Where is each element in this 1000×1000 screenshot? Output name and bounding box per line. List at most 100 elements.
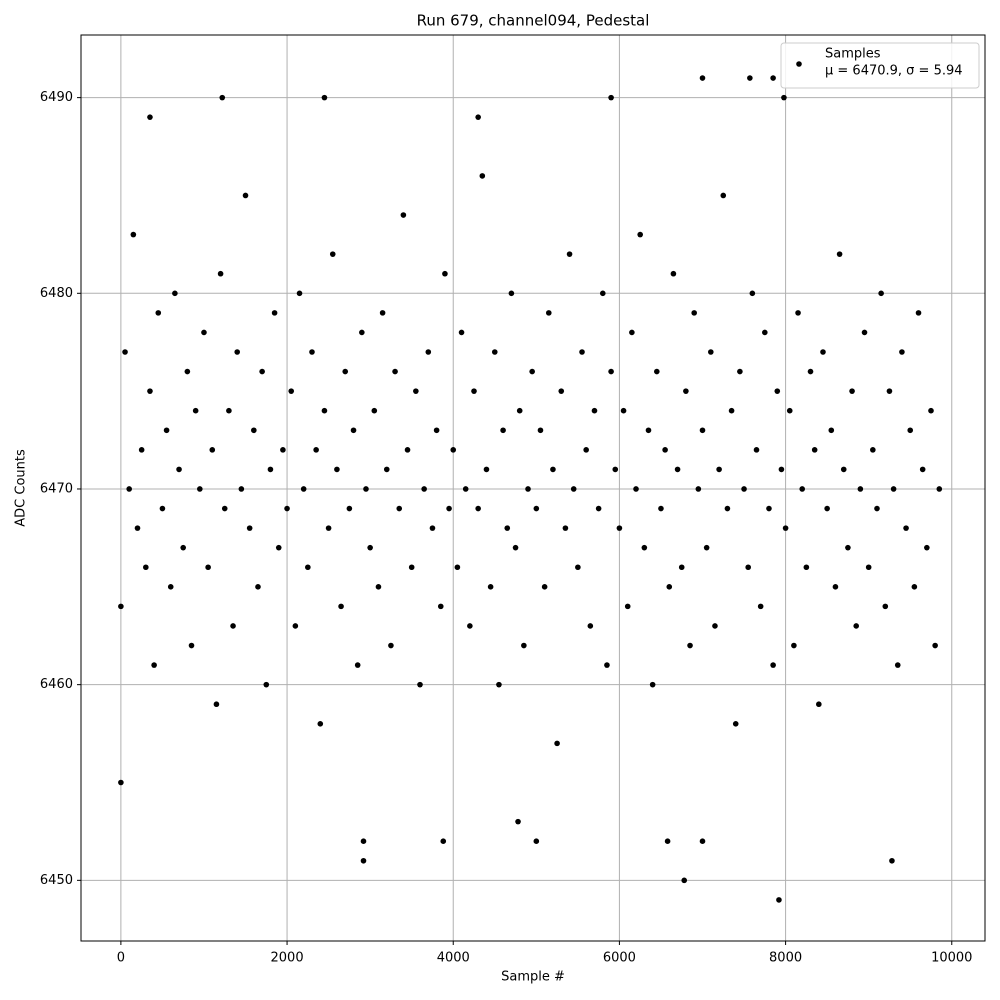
point	[500, 427, 506, 434]
point	[770, 75, 776, 81]
point	[845, 544, 851, 551]
point	[633, 486, 639, 492]
point	[321, 407, 328, 414]
point	[703, 544, 710, 551]
point	[745, 564, 751, 571]
point	[608, 94, 614, 101]
point	[820, 349, 826, 355]
y-tick-label: 6460	[40, 677, 73, 692]
point	[757, 603, 764, 610]
point	[176, 466, 182, 473]
point	[360, 857, 367, 864]
point	[134, 525, 141, 531]
point	[882, 603, 889, 610]
point	[699, 838, 706, 845]
point	[143, 564, 149, 571]
point	[213, 701, 220, 708]
point	[413, 388, 419, 394]
point	[296, 290, 303, 297]
point	[151, 662, 157, 668]
point	[126, 486, 132, 492]
point	[305, 564, 311, 571]
point	[267, 466, 274, 473]
point	[799, 486, 806, 492]
point	[587, 623, 594, 629]
point	[836, 251, 843, 257]
point	[649, 681, 656, 688]
point	[591, 407, 598, 414]
point	[275, 544, 282, 551]
point	[515, 818, 521, 825]
point	[807, 368, 814, 375]
point	[346, 505, 353, 512]
point	[512, 544, 519, 551]
point	[234, 349, 241, 355]
point	[774, 388, 781, 394]
point	[251, 427, 257, 434]
point	[608, 368, 614, 375]
point	[899, 349, 905, 355]
point	[521, 642, 527, 649]
point	[388, 642, 394, 649]
point	[317, 720, 324, 727]
point	[516, 407, 523, 414]
point	[147, 114, 153, 120]
point	[138, 447, 145, 453]
point	[545, 310, 552, 316]
point	[878, 290, 884, 297]
y-tick-label: 6480	[40, 286, 73, 301]
point	[201, 329, 207, 336]
point	[828, 427, 835, 434]
point	[504, 525, 511, 531]
point	[479, 173, 486, 179]
point	[533, 838, 540, 845]
point	[662, 447, 668, 453]
point	[816, 701, 822, 708]
point	[163, 427, 170, 434]
point	[325, 525, 332, 531]
point	[641, 544, 648, 551]
point	[205, 564, 211, 571]
point	[338, 603, 344, 610]
point	[570, 486, 577, 492]
legend-marker	[796, 61, 802, 67]
point	[429, 525, 436, 531]
point	[919, 466, 926, 473]
point	[853, 623, 860, 629]
point	[683, 388, 689, 394]
point	[629, 329, 635, 336]
point	[491, 349, 498, 355]
point	[911, 584, 918, 590]
point	[849, 388, 855, 394]
point	[130, 231, 137, 238]
point	[487, 584, 494, 590]
x-tick-label: 10000	[931, 951, 972, 966]
point	[558, 388, 565, 394]
point	[604, 662, 610, 668]
point	[226, 407, 232, 414]
x-tick-label: 0	[117, 951, 125, 966]
point	[840, 466, 847, 473]
point	[637, 231, 643, 238]
x-tick-label: 2000	[271, 951, 304, 966]
point	[732, 720, 739, 727]
point	[483, 466, 490, 473]
point	[699, 427, 706, 434]
point	[408, 564, 415, 571]
point	[440, 838, 447, 845]
point	[292, 623, 299, 629]
point	[728, 407, 735, 414]
point	[172, 290, 178, 297]
point	[786, 407, 793, 414]
point	[122, 349, 128, 355]
point	[583, 447, 589, 453]
point	[375, 584, 382, 590]
point	[554, 740, 560, 747]
point	[915, 310, 922, 316]
point	[865, 564, 872, 571]
point	[496, 681, 502, 688]
point	[579, 349, 585, 355]
point	[699, 75, 706, 81]
point	[284, 505, 290, 512]
